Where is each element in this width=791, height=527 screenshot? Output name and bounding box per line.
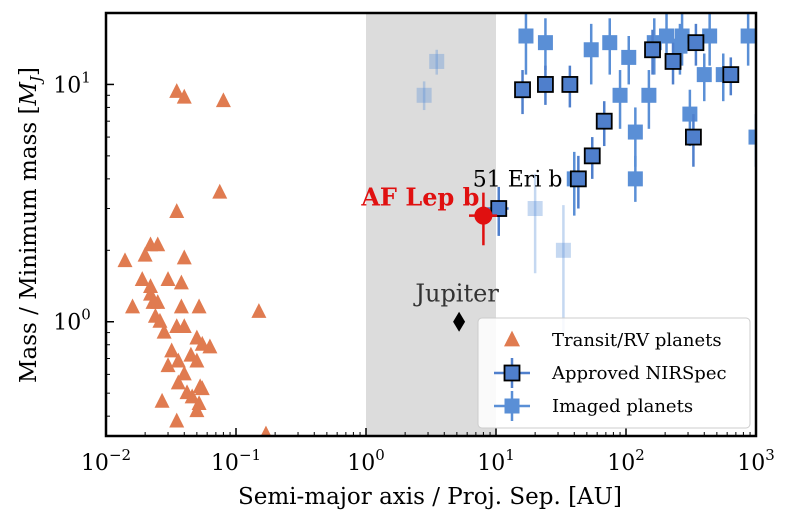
imaged-planet-point	[659, 28, 675, 44]
af-lep-b-annotation: AF Lep b	[360, 183, 479, 212]
nirspec-point	[685, 128, 702, 146]
x-tick-label: 10−2	[81, 446, 131, 476]
transit-rv-point	[176, 318, 192, 334]
imaged-planet-point	[621, 49, 637, 65]
transit-rv-point	[251, 303, 267, 318]
x-axis-label: Semi-major axis / Proj. Sep. [AU]	[238, 484, 622, 510]
imaged-planet-point	[527, 201, 543, 217]
transit-rv-point	[191, 298, 207, 314]
nirspec-point	[644, 41, 661, 59]
legend-items: Transit/RV planets Approved NIRSpec Imaged…	[494, 330, 727, 421]
transit-rv-point	[215, 92, 231, 108]
transit-rv-point	[152, 312, 168, 328]
transit-rv-point	[260, 425, 272, 436]
nirspec-point	[569, 170, 587, 188]
af-lep-b-point	[474, 206, 493, 225]
jupiter-point	[453, 311, 466, 332]
imaged-planet-point	[627, 124, 643, 140]
imaged-planet-point	[682, 106, 698, 122]
nirspec-point	[561, 76, 579, 93]
nirspec-point	[664, 53, 682, 70]
transit-rv-point	[160, 271, 176, 286]
legend-nirspec-marker	[503, 364, 521, 382]
transit-rv-point	[170, 352, 186, 368]
transit-rv-point	[194, 380, 210, 396]
y-axis-label: Mass / Minimum mass [MJ]	[16, 67, 45, 383]
transit-rv-point	[176, 249, 192, 265]
transit-rv-point	[143, 278, 159, 294]
nirspec-point	[514, 81, 531, 99]
51-eri-b-annotation: 51 Eri b	[473, 168, 563, 193]
jupiter-annotation: Jupiter	[412, 280, 499, 308]
transit-rv-point	[189, 402, 205, 418]
nirspec-point	[722, 66, 740, 84]
x-tick-label: 103	[737, 446, 775, 476]
transit-rv-point	[212, 183, 228, 199]
nirspec-point	[687, 34, 705, 52]
transit-rv-point	[202, 338, 218, 354]
transit-rv-point	[150, 236, 166, 252]
transit-rv-point	[173, 274, 189, 290]
transit-rv-point	[169, 203, 185, 218]
transit-rv-point	[184, 388, 200, 404]
imaged-planet-point	[674, 28, 690, 44]
transit-rv-point	[189, 352, 205, 368]
imaged-planet-point	[696, 67, 712, 83]
clipped-marks	[117, 13, 756, 436]
axis-ticks: 10−2 10−1 100 101 102 103 100 101	[53, 12, 775, 476]
legend: Transit/RV planets Approved NIRSpec Imaged…	[477, 317, 751, 429]
x-tick-label: 101	[477, 446, 515, 476]
legend-transit-marker	[504, 330, 520, 347]
transit-rv-point	[134, 271, 150, 286]
transit-rv-point	[117, 252, 133, 268]
imaged-planet-point	[702, 28, 718, 44]
nirspec-point	[583, 147, 601, 165]
transit-rv-point	[176, 365, 192, 381]
imaged-planet-point	[555, 242, 571, 258]
imaged-planet-point	[627, 171, 643, 187]
imaged-planet-point	[429, 53, 445, 69]
imaged-planet-point	[612, 87, 628, 103]
transit-rv-point	[170, 374, 186, 390]
transit-rv-point	[169, 412, 185, 428]
imaged-planet-point	[583, 42, 599, 58]
imaged-planet-point	[518, 28, 534, 44]
imaged-planet-point	[641, 87, 657, 103]
imaged-planet-point	[602, 35, 618, 51]
nirspec-point	[490, 200, 508, 217]
transit-rv-point	[125, 298, 141, 314]
shaded-separation-band	[366, 13, 496, 436]
nirspec-point	[537, 76, 554, 93]
plot-frame	[104, 11, 758, 438]
x-tick-label: 100	[347, 446, 385, 476]
legend-imaged-marker	[504, 398, 520, 414]
legend-entry-label: Imaged planets	[552, 396, 693, 417]
legend-box	[477, 317, 751, 429]
transit-rv-point	[154, 392, 170, 408]
legend-entry-label: Transit/RV planets	[552, 330, 722, 351]
x-tick-label: 102	[607, 446, 645, 476]
transit-rv-point	[156, 323, 172, 339]
imaged-planet-point	[416, 87, 432, 103]
nirspec-point	[595, 112, 613, 130]
transit-rv-point	[164, 342, 180, 358]
y-tick-label: 101	[53, 68, 91, 98]
legend-entry-label: Approved NIRSpec	[551, 363, 727, 384]
plot-area	[104, 11, 758, 438]
data-marks	[117, 13, 756, 436]
x-tick-label: 10−1	[211, 446, 261, 476]
transit-rv-point	[150, 294, 166, 309]
transit-rv-point	[169, 83, 185, 98]
y-tick-label: 100	[53, 306, 91, 336]
imaged-planet-point	[537, 35, 553, 51]
imaged-planet-point	[748, 129, 756, 145]
transit-rv-point	[173, 298, 189, 314]
imaged-planet-point	[740, 28, 756, 44]
transit-rv-point	[176, 88, 192, 104]
transit-rv-point	[160, 357, 176, 373]
transit-rv-point	[137, 246, 153, 262]
